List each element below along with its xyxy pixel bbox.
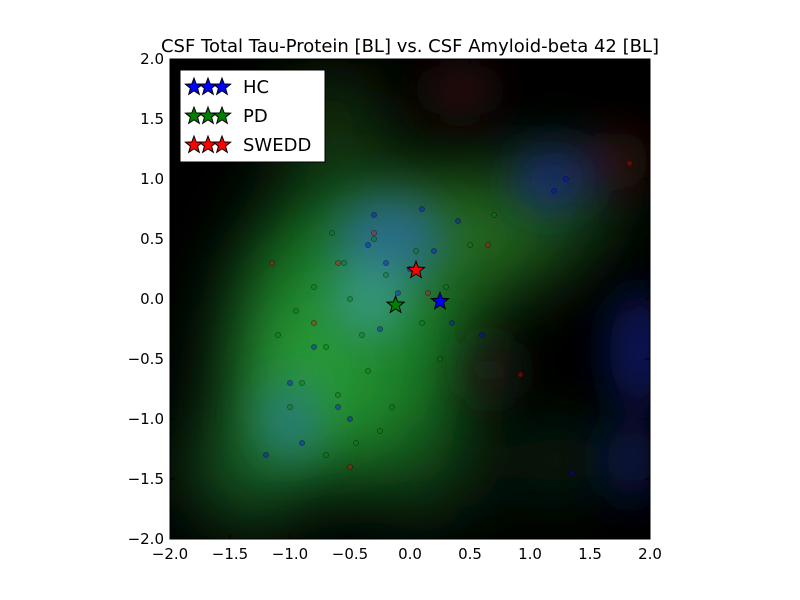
point-pd xyxy=(323,452,329,458)
point-hc xyxy=(383,260,389,266)
chart-title: CSF Total Tau-Protein [BL] vs. CSF Amylo… xyxy=(161,36,659,57)
legend-marker xyxy=(212,105,232,125)
y-tick-label: 1.0 xyxy=(140,170,164,188)
centroid-markers xyxy=(385,259,450,314)
point-pd xyxy=(467,242,473,248)
point-pd xyxy=(287,404,293,410)
point-hc xyxy=(299,440,305,446)
point-pd xyxy=(377,428,383,434)
y-axis: −2.0 −1.5 −1.0 −0.5 0.0 0.5 1.0 1.5 2.0 xyxy=(128,50,650,548)
point-hc xyxy=(371,212,377,218)
point-hc xyxy=(449,320,455,326)
point-pd xyxy=(275,332,281,338)
point-pd xyxy=(329,230,335,236)
y-tick-label: −1.0 xyxy=(128,410,164,428)
plot-area xyxy=(170,59,650,539)
x-tick-label: 2.0 xyxy=(638,545,662,563)
legend-entry-hc: HC xyxy=(184,76,269,98)
point-pd xyxy=(443,284,449,290)
point-swedd xyxy=(425,290,431,296)
point-hc xyxy=(335,404,341,410)
legend-entry-swedd: SWEDD xyxy=(184,134,311,156)
point-swedd xyxy=(371,230,377,236)
point-pd xyxy=(389,404,395,410)
x-tick-label: −0.5 xyxy=(332,545,368,563)
y-tick-label: 2.0 xyxy=(140,50,164,68)
point-hc xyxy=(431,248,437,254)
point-pd xyxy=(299,380,305,386)
legend-label: HC xyxy=(243,77,269,98)
point-hc xyxy=(479,332,485,338)
point-pd xyxy=(347,296,353,302)
point-swedd xyxy=(311,320,317,326)
point-hc xyxy=(347,416,353,422)
y-tick-label: 0.5 xyxy=(140,230,164,248)
point-hc xyxy=(563,176,569,182)
scatter-points xyxy=(263,160,633,476)
point-hc xyxy=(287,380,293,386)
point-hc xyxy=(551,188,557,194)
point-hc xyxy=(395,290,401,296)
point-pd xyxy=(293,308,299,314)
point-swedd xyxy=(269,260,275,266)
point-pd xyxy=(371,236,377,242)
point-pd xyxy=(311,284,317,290)
point-swedd xyxy=(335,260,341,266)
point-swedd xyxy=(485,242,491,248)
x-tick-label: 0.0 xyxy=(398,545,422,563)
point-hc xyxy=(419,206,425,212)
centroid-star-hc xyxy=(430,290,450,310)
point-hc xyxy=(377,326,383,332)
centroid-star-pd xyxy=(385,294,406,314)
y-tick-label: 0.0 xyxy=(140,290,164,308)
point-hc xyxy=(263,452,269,458)
point-pd xyxy=(365,368,371,374)
point-hc xyxy=(365,242,371,248)
point-hc xyxy=(569,470,575,476)
legend: HC PD SWEDD xyxy=(179,69,326,163)
legend-label: SWEDD xyxy=(243,135,311,156)
point-pd xyxy=(359,332,365,338)
y-tick-label: −0.5 xyxy=(128,350,164,368)
point-pd xyxy=(341,260,347,266)
y-tick-label: 1.5 xyxy=(140,110,164,128)
point-pd xyxy=(353,440,359,446)
point-pd xyxy=(419,320,425,326)
x-tick-label: 0.5 xyxy=(458,545,482,563)
x-tick-label: −1.0 xyxy=(272,545,308,563)
point-swedd xyxy=(347,464,353,470)
x-tick-label: 1.5 xyxy=(578,545,602,563)
legend-marker xyxy=(212,134,232,154)
x-tick-label: −1.5 xyxy=(212,545,248,563)
point-pd xyxy=(383,272,389,278)
legend-marker xyxy=(212,76,232,96)
point-pd xyxy=(323,344,329,350)
y-tick-label: −1.5 xyxy=(128,470,164,488)
point-hc xyxy=(455,218,461,224)
density-heatmap xyxy=(190,65,650,520)
point-swedd xyxy=(517,371,524,378)
x-tick-label: −2.0 xyxy=(152,545,188,563)
legend-entry-pd: PD xyxy=(184,105,268,127)
point-pd xyxy=(491,212,497,218)
y-tick-label: −2.0 xyxy=(128,530,164,548)
point-swedd xyxy=(626,160,633,167)
point-pd xyxy=(437,356,443,362)
point-pd xyxy=(335,392,341,398)
point-pd xyxy=(413,248,419,254)
x-axis: −2.0 −1.5 −1.0 −0.5 0.0 0.5 1.0 1.5 2.0 xyxy=(152,59,662,563)
x-tick-label: 1.0 xyxy=(518,545,542,563)
point-hc xyxy=(311,344,317,350)
centroid-star-swedd xyxy=(406,259,426,279)
legend-label: PD xyxy=(243,106,268,127)
